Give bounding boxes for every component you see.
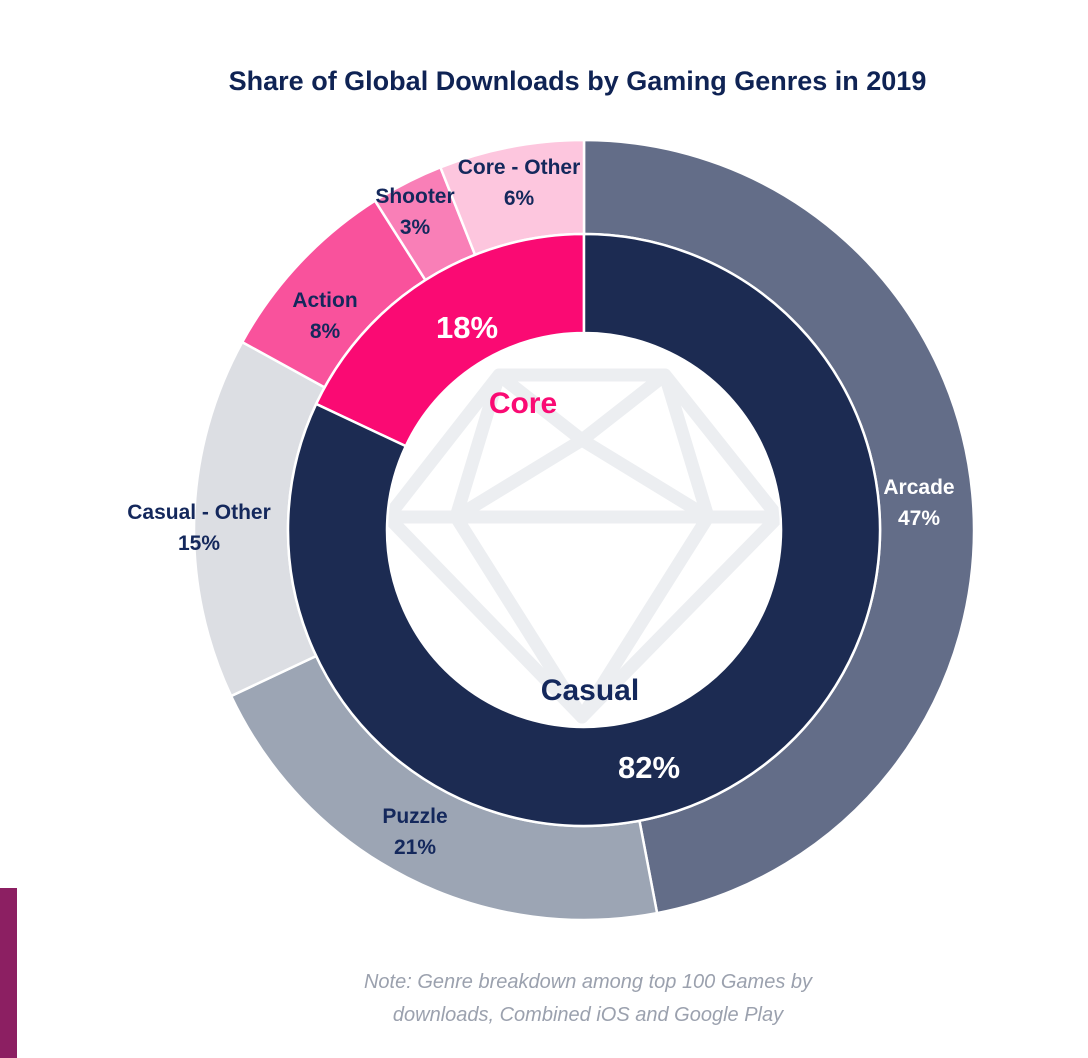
outer-label-puzzle: Puzzle — [382, 805, 447, 828]
outer-value-action: 8% — [310, 320, 341, 343]
outer-label-action: Action — [292, 289, 357, 312]
outer-label-shooter: Shooter — [375, 185, 454, 208]
inner-label-casual: Casual — [541, 674, 639, 707]
note-line-1: Note: Genre breakdown among top 100 Game… — [363, 971, 813, 993]
outer-value-core-other: 6% — [504, 187, 535, 210]
outer-value-casual-other: 15% — [178, 532, 220, 555]
chart-note: Note: Genre breakdown among top 100 Game… — [289, 966, 887, 1032]
diamond-icon — [381, 368, 785, 724]
outer-value-puzzle: 21% — [394, 836, 436, 859]
inner-value-casual: 82% — [618, 750, 680, 785]
accent-bar — [0, 888, 17, 1058]
inner-slice-casual — [286, 232, 882, 828]
chart-title: Share of Global Downloads by Gaming Genr… — [228, 66, 927, 96]
outer-value-arcade: 47% — [898, 507, 940, 530]
inner-ring — [286, 232, 882, 828]
outer-label-arcade: Arcade — [883, 476, 954, 499]
outer-label-casual-other: Casual - Other — [127, 501, 271, 524]
chart-labels: Arcade 47% Puzzle 21% Casual - Other 15% Actio… — [127, 156, 954, 859]
outer-ring — [192, 138, 976, 922]
inner-label-core: Core — [489, 387, 557, 420]
outer-label-core-other: Core - Other — [458, 156, 581, 179]
note-line-2: downloads, Combined iOS and Google Play — [392, 1004, 784, 1026]
outer-value-shooter: 3% — [400, 216, 431, 239]
inner-value-core: 18% — [436, 310, 498, 345]
